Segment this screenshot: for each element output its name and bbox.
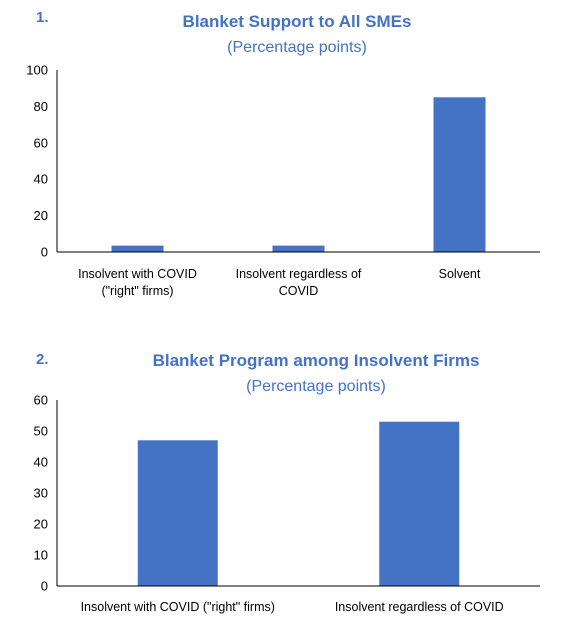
category-label: Solvent [439,267,481,281]
category-label: Insolvent with COVID ("right" firms) [81,600,275,614]
y-tick-label: 20 [34,517,48,532]
y-tick-label: 50 [34,424,48,439]
bars [137,421,460,586]
bar [433,97,486,252]
y-tick-label: 60 [34,393,48,408]
chart-title: Blanket Program among Insolvent Firms [153,351,480,370]
y-tick-label: 80 [34,99,48,114]
category-label: Insolvent regardless of COVID [236,267,362,298]
chart-subtitle: (Percentage points) [227,39,367,56]
y-tick-label: 0 [41,245,48,260]
y-tick-label: 100 [26,63,48,78]
bar [137,440,218,586]
y-tick-label: 60 [34,135,48,150]
chart-number: 1. [36,9,49,26]
chart-number: 2. [36,351,49,368]
y-tick-label: 0 [41,579,48,594]
category-label: Insolvent with COVID ("right" firms) [78,267,197,298]
bar [111,245,164,252]
chart-subtitle: (Percentage points) [246,378,386,395]
chart-blanket-support: 1. Blanket Support to All SMEs (Percenta… [26,9,540,298]
y-tick-label: 30 [34,486,48,501]
y-tick-label: 40 [34,455,48,470]
bar [272,245,325,252]
bar [379,421,460,586]
y-axis-ticks: 0 10 20 30 40 50 60 [34,393,48,594]
y-tick-label: 20 [34,208,48,223]
category-label: Insolvent regardless of COVID [335,600,504,614]
y-tick-label: 10 [34,548,48,563]
y-tick-label: 40 [34,172,48,187]
chart-blanket-program: 2. Blanket Program among Insolvent Firms… [34,351,540,614]
y-axis-ticks: 0 20 40 60 80 100 [26,63,48,260]
chart-title: Blanket Support to All SMEs [183,12,412,31]
bars [111,97,486,252]
category-labels: Insolvent with COVID ("right" firms) Insol… [78,267,481,298]
category-labels: Insolvent with COVID ("right" firms) Inso… [81,600,504,614]
